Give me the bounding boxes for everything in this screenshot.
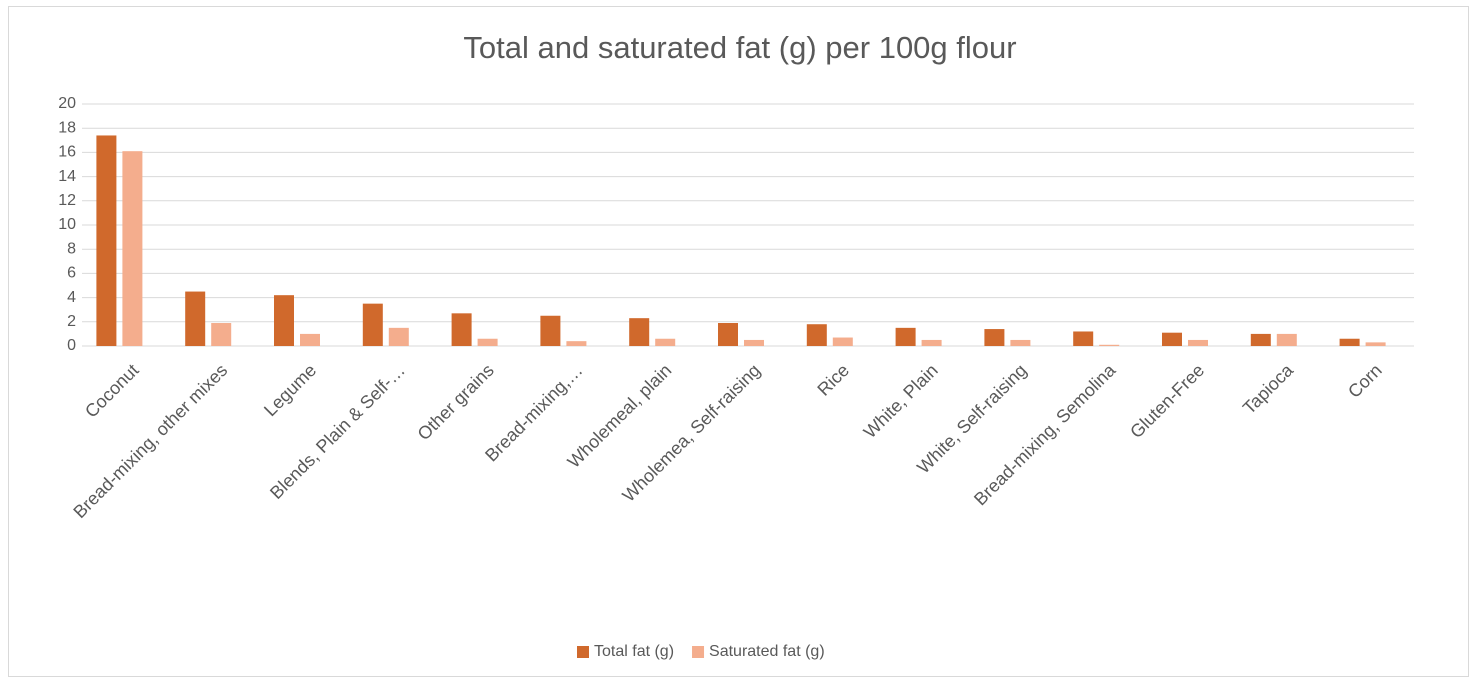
y-tick-label: 20	[58, 95, 76, 112]
bar	[1010, 339, 1031, 346]
y-tick-label: 8	[67, 240, 76, 257]
bar	[718, 323, 738, 346]
bar	[122, 151, 143, 346]
bar	[655, 338, 676, 346]
bar	[1276, 333, 1297, 346]
bar	[921, 339, 942, 346]
bar	[1162, 332, 1182, 346]
y-tick-label: 2	[67, 313, 76, 330]
bar	[274, 295, 294, 346]
bar	[300, 333, 320, 346]
y-tick-label: 10	[58, 216, 76, 233]
chart-border	[8, 6, 1469, 677]
bar	[1073, 331, 1094, 346]
bar	[477, 338, 498, 346]
chart-title: Total and saturated fat (g) per 100g flo…	[463, 30, 1016, 65]
bar	[744, 339, 764, 346]
bar	[540, 315, 561, 346]
bar	[566, 341, 587, 346]
bar	[1188, 339, 1208, 346]
bar	[1099, 344, 1120, 346]
bar	[1250, 333, 1271, 346]
bar	[96, 135, 117, 346]
y-tick-label: 4	[67, 289, 76, 306]
bar	[185, 291, 206, 346]
bar	[1339, 338, 1360, 346]
y-tick-label: 0	[67, 337, 76, 354]
legend-label: Total fat (g)	[594, 643, 674, 660]
bar	[388, 327, 409, 346]
bar	[832, 337, 853, 346]
y-tick-label: 12	[58, 192, 76, 209]
bar	[895, 327, 916, 346]
legend-label: Saturated fat (g)	[709, 643, 825, 660]
bar	[984, 329, 1005, 346]
bar	[211, 323, 232, 346]
bar	[362, 303, 383, 346]
y-tick-label: 14	[58, 168, 76, 185]
bar	[1365, 342, 1386, 346]
legend-swatch	[577, 646, 589, 658]
bar	[451, 313, 472, 346]
bar	[806, 324, 827, 346]
y-tick-label: 18	[58, 119, 76, 136]
bar	[629, 318, 650, 346]
legend-swatch	[692, 646, 705, 658]
y-tick-label: 6	[67, 265, 76, 282]
y-tick-label: 16	[58, 144, 76, 161]
